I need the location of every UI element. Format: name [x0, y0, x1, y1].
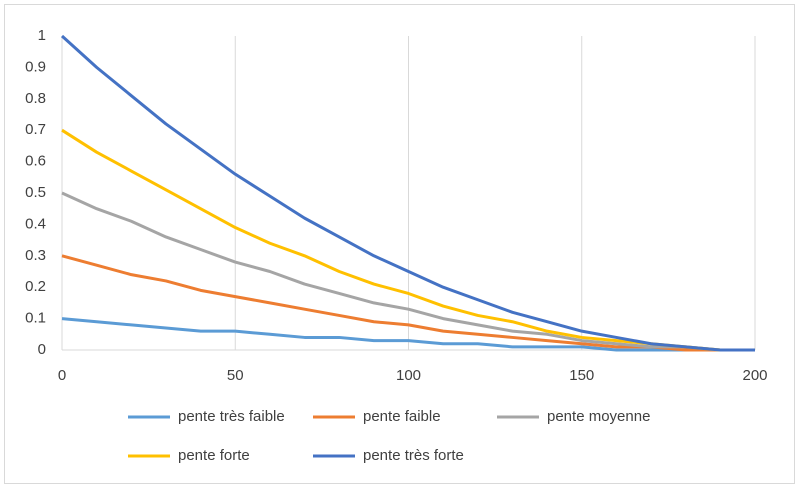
x-tick-label: 200 — [742, 367, 767, 384]
legend-label: pente moyenne — [547, 408, 650, 425]
legend-label: pente faible — [363, 408, 441, 425]
x-tick-label: 0 — [58, 367, 66, 384]
y-tick-label: 0.3 — [25, 247, 46, 264]
y-tick-label: 1 — [38, 27, 46, 44]
y-tick-label: 0.8 — [25, 90, 46, 107]
y-tick-label: 0.1 — [25, 310, 46, 327]
y-tick-label: 0.7 — [25, 121, 46, 138]
x-tick-label: 100 — [396, 367, 421, 384]
legend-label: pente forte — [178, 447, 250, 464]
line — [61, 191, 755, 352]
y-tick-label: 0.6 — [25, 153, 46, 170]
legend-label: pente très faible — [178, 408, 285, 425]
y-tick-label: 0 — [38, 341, 46, 358]
y-tick-label: 0.4 — [25, 215, 46, 232]
line — [60, 34, 755, 352]
legend-label: pente très forte — [363, 447, 464, 464]
y-tick-label: 0.9 — [25, 58, 46, 75]
line — [61, 317, 755, 352]
y-tick-label: 0.2 — [25, 278, 46, 295]
y-tick-label: 0.5 — [25, 184, 46, 201]
chart-border — [4, 4, 795, 484]
x-tick-label: 50 — [227, 367, 244, 384]
x-tick-label: 150 — [569, 367, 594, 384]
